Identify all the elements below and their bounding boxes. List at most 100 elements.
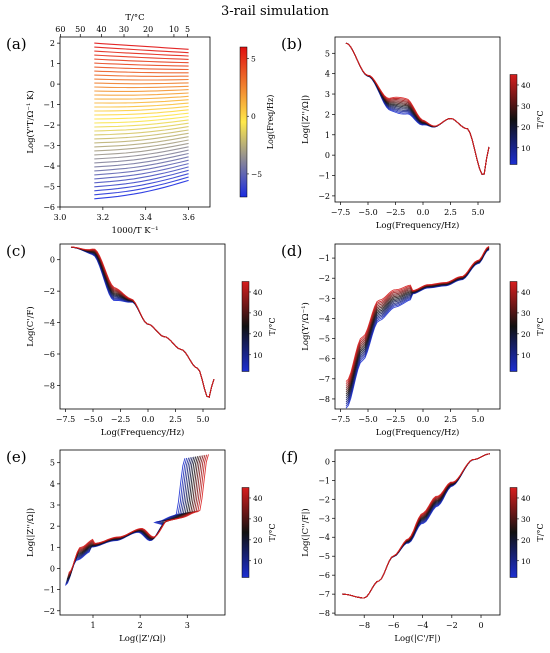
x-tick-label-c-1: −5.0 xyxy=(83,415,102,424)
x-tick-label-d-2: −2.5 xyxy=(386,415,405,424)
colorbar-label-b: T/°C xyxy=(536,110,545,128)
y-tick-label-d-5: −3 xyxy=(318,294,330,303)
colorbar-tick-label-a-1: 0 xyxy=(251,112,256,121)
series-line-a-6 xyxy=(94,159,189,176)
series-line-c-9 xyxy=(70,246,215,398)
x-tick-label-a-2: 3.4 xyxy=(139,213,152,222)
x-axis-label-b: Log(Frequency/Hz) xyxy=(376,220,460,231)
x-tick-label-f-4: 0 xyxy=(478,621,483,630)
colorbar-tick-label-b-0: 40 xyxy=(521,81,531,90)
plot-area-d xyxy=(345,246,490,409)
series-line-a-31 xyxy=(94,74,189,77)
y-tick-label-c-1: −6 xyxy=(43,350,55,359)
x-tick-label-c-0: −7.5 xyxy=(56,415,75,424)
panel-f xyxy=(332,449,519,618)
y-tick-label-f-3: −5 xyxy=(318,552,330,561)
axes-frame-d xyxy=(334,243,501,410)
y-tick-label-f-5: −3 xyxy=(318,514,330,523)
series-line-a-27 xyxy=(94,89,189,92)
series-line-a-2 xyxy=(94,173,189,192)
series-line-a-8 xyxy=(94,152,189,168)
y-tick-label-f-8: 0 xyxy=(325,457,330,466)
series-line-a-23 xyxy=(94,102,189,108)
x-tick-label-d-0: −7.5 xyxy=(331,415,350,424)
series-line-d-9 xyxy=(345,247,490,391)
y-tick-label-c-4: 0 xyxy=(50,256,55,265)
series-line-c-2 xyxy=(70,246,215,398)
y-tick-label-b-2: 0 xyxy=(325,151,330,160)
colorbar-tick-label-a-0: 5 xyxy=(251,55,256,64)
colorbar-tick-label-a-2: −5 xyxy=(251,170,262,179)
series-line-a-1 xyxy=(94,176,189,196)
y-tick-label-a-5: −1 xyxy=(43,101,55,110)
series-line-b-1 xyxy=(345,42,490,175)
y-tick-label-b-3: 1 xyxy=(325,131,330,140)
series-line-c-6 xyxy=(70,246,215,398)
y-tick-label-c-2: −4 xyxy=(43,319,55,328)
series-line-a-24 xyxy=(94,99,189,104)
series-line-c-0 xyxy=(70,246,215,398)
top-tick-label-6: 5 xyxy=(185,25,190,34)
y-tick-label-a-6: 0 xyxy=(50,80,55,89)
y-tick-label-e-5: 3 xyxy=(50,501,55,510)
y-tick-label-a-3: −3 xyxy=(43,142,55,151)
figure-title: 3-rail simulation xyxy=(220,4,330,19)
axes-frame-f xyxy=(334,449,501,616)
x-tick-label-d-5: 5.0 xyxy=(472,415,485,424)
colorbar-tick-label-e-1: 30 xyxy=(253,515,263,524)
y-tick-label-f-1: −7 xyxy=(318,590,330,599)
colorbar-tick-label-e-2: 20 xyxy=(253,536,263,545)
series-line-a-28 xyxy=(94,85,189,89)
y-axis-label-f: Log(|C''/F|) xyxy=(300,508,311,557)
series-line-a-7 xyxy=(94,156,189,172)
series-line-a-26 xyxy=(94,92,189,96)
series-line-a-39 xyxy=(94,42,189,50)
y-tick-label-a-2: −4 xyxy=(43,162,55,171)
plot-area-c xyxy=(70,246,215,398)
series-line-a-13 xyxy=(94,136,189,148)
colorbar-tick-label-d-1: 30 xyxy=(521,309,531,318)
series-line-a-10 xyxy=(94,146,189,160)
series-line-d-5 xyxy=(345,248,490,399)
x-tick-label-e-0: 1 xyxy=(90,621,95,630)
x-tick-label-d-1: −5.0 xyxy=(358,415,377,424)
series-line-c-1 xyxy=(70,246,215,398)
y-tick-label-b-0: −2 xyxy=(318,192,330,201)
colorbar-tick-label-b-1: 30 xyxy=(521,102,531,111)
y-tick-label-f-7: −1 xyxy=(318,476,330,485)
series-line-b-3 xyxy=(345,42,490,175)
series-line-b-13 xyxy=(345,42,490,175)
colorbar-a xyxy=(239,46,248,198)
y-tick-label-a-0: −6 xyxy=(43,203,55,212)
y-tick-label-f-4: −4 xyxy=(318,533,330,542)
y-tick-label-d-0: −8 xyxy=(318,395,330,404)
series-line-a-29 xyxy=(94,82,189,85)
plot-area-a xyxy=(94,42,189,200)
colorbar-label-a: Log(Freq/Hz) xyxy=(266,95,275,150)
x-tick-label-e-1: 2 xyxy=(138,621,143,630)
x-tick-label-c-2: −2.5 xyxy=(111,415,130,424)
plot-area-e xyxy=(64,454,209,586)
y-tick-label-b-7: 5 xyxy=(325,49,330,58)
series-line-c-12 xyxy=(70,246,215,398)
top-tick-label-2: 40 xyxy=(96,25,106,34)
colorbar-tick-label-f-0: 40 xyxy=(521,494,531,503)
series-line-a-20 xyxy=(94,112,189,120)
x-axis-label-d: Log(Frequency/Hz) xyxy=(376,427,460,438)
series-line-a-4 xyxy=(94,166,189,184)
x-tick-label-b-4: 2.5 xyxy=(444,208,457,217)
y-tick-label-c-3: −2 xyxy=(43,287,55,296)
x-tick-label-a-0: 3.0 xyxy=(54,213,67,222)
series-line-c-4 xyxy=(70,246,215,398)
series-line-a-15 xyxy=(94,129,189,140)
colorbar-label-e: T/°C xyxy=(268,523,277,541)
y-tick-label-e-6: 4 xyxy=(50,480,55,489)
series-line-a-18 xyxy=(94,119,189,128)
series-line-f-13 xyxy=(342,453,490,599)
colorbar-b xyxy=(509,74,518,165)
y-tick-label-d-4: −4 xyxy=(318,314,330,323)
colorbar-d xyxy=(509,281,518,372)
x-tick-label-b-2: −2.5 xyxy=(386,208,405,217)
colorbar-label-d: T/°C xyxy=(536,317,545,335)
y-tick-label-e-3: 1 xyxy=(50,543,55,552)
